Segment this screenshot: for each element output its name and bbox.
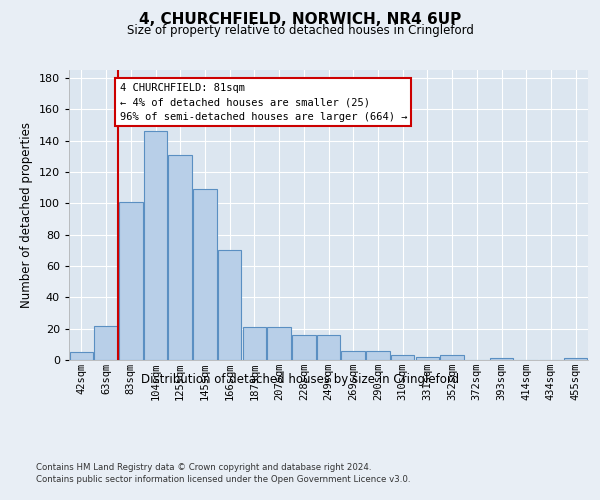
Text: 4, CHURCHFIELD, NORWICH, NR4 6UP: 4, CHURCHFIELD, NORWICH, NR4 6UP [139,12,461,28]
Bar [416,357,439,360]
Text: Size of property relative to detached houses in Cringleford: Size of property relative to detached ho… [127,24,473,37]
Bar [440,356,464,360]
Text: Contains HM Land Registry data © Crown copyright and database right 2024.: Contains HM Land Registry data © Crown c… [36,462,371,471]
Bar [169,154,192,360]
Bar [70,352,93,360]
Text: Contains public sector information licensed under the Open Government Licence v3: Contains public sector information licen… [36,475,410,484]
Bar [366,350,389,360]
Bar [490,358,513,360]
Bar [317,335,340,360]
Bar [268,327,291,360]
Text: 4 CHURCHFIELD: 81sqm
← 4% of detached houses are smaller (25)
96% of semi-detach: 4 CHURCHFIELD: 81sqm ← 4% of detached ho… [119,82,407,122]
Bar [119,202,143,360]
Bar [94,326,118,360]
Bar [144,131,167,360]
Bar [218,250,241,360]
Y-axis label: Number of detached properties: Number of detached properties [20,122,33,308]
Bar [292,335,316,360]
Bar [242,327,266,360]
Text: Distribution of detached houses by size in Cringleford: Distribution of detached houses by size … [141,372,459,386]
Bar [193,189,217,360]
Bar [341,350,365,360]
Bar [564,358,587,360]
Bar [391,356,415,360]
